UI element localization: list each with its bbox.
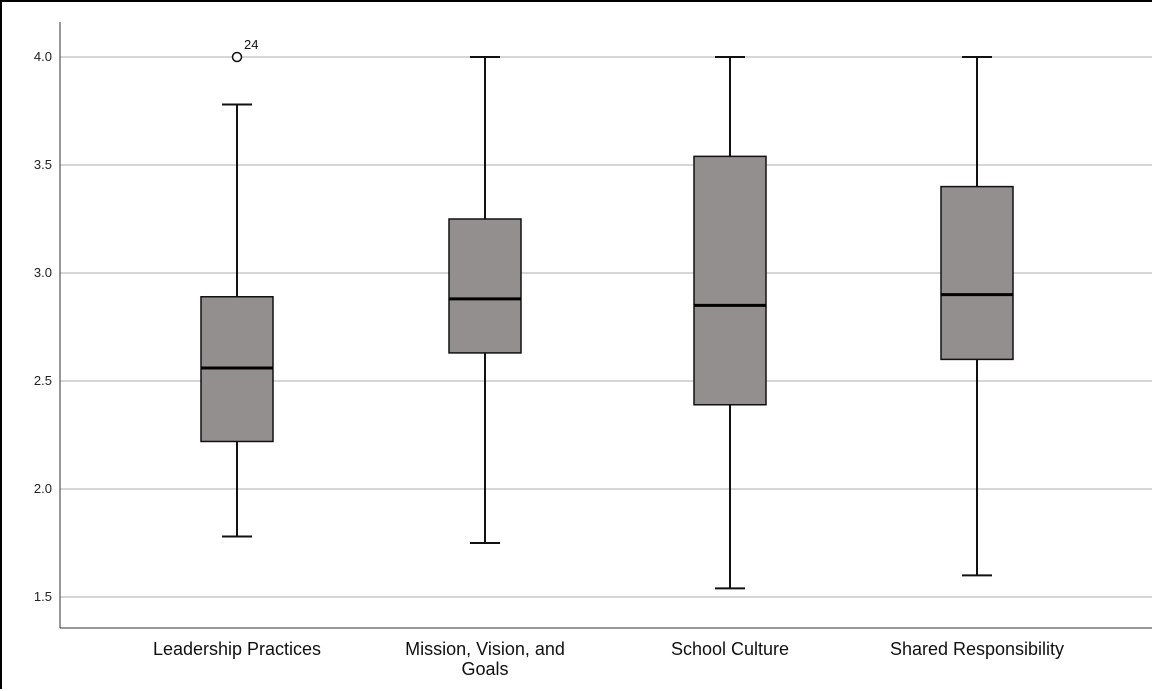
y-tick-label: 2.0 (34, 481, 52, 496)
x-category-label: Shared Responsibility (890, 639, 1064, 659)
box-group (693, 56, 767, 590)
box-group: 24 (200, 37, 274, 538)
y-tick-label: 2.5 (34, 373, 52, 388)
box-group (940, 56, 1014, 577)
box-iqr (448, 218, 522, 354)
y-tick-label: 3.0 (34, 265, 52, 280)
box-iqr (693, 155, 767, 406)
box-iqr (940, 185, 1014, 361)
x-category-label: School Culture (671, 639, 789, 659)
y-tick-label: 3.5 (34, 157, 52, 172)
x-category-label: Goals (461, 659, 508, 679)
y-tick-label: 4.0 (34, 49, 52, 64)
outlier-label: 24 (244, 37, 258, 52)
box-group (448, 56, 522, 544)
y-tick-label: 1.5 (34, 589, 52, 604)
x-category-label: Mission, Vision, and (405, 639, 565, 659)
outlier-point (231, 51, 243, 63)
x-category-label: Leadership Practices (153, 639, 321, 659)
